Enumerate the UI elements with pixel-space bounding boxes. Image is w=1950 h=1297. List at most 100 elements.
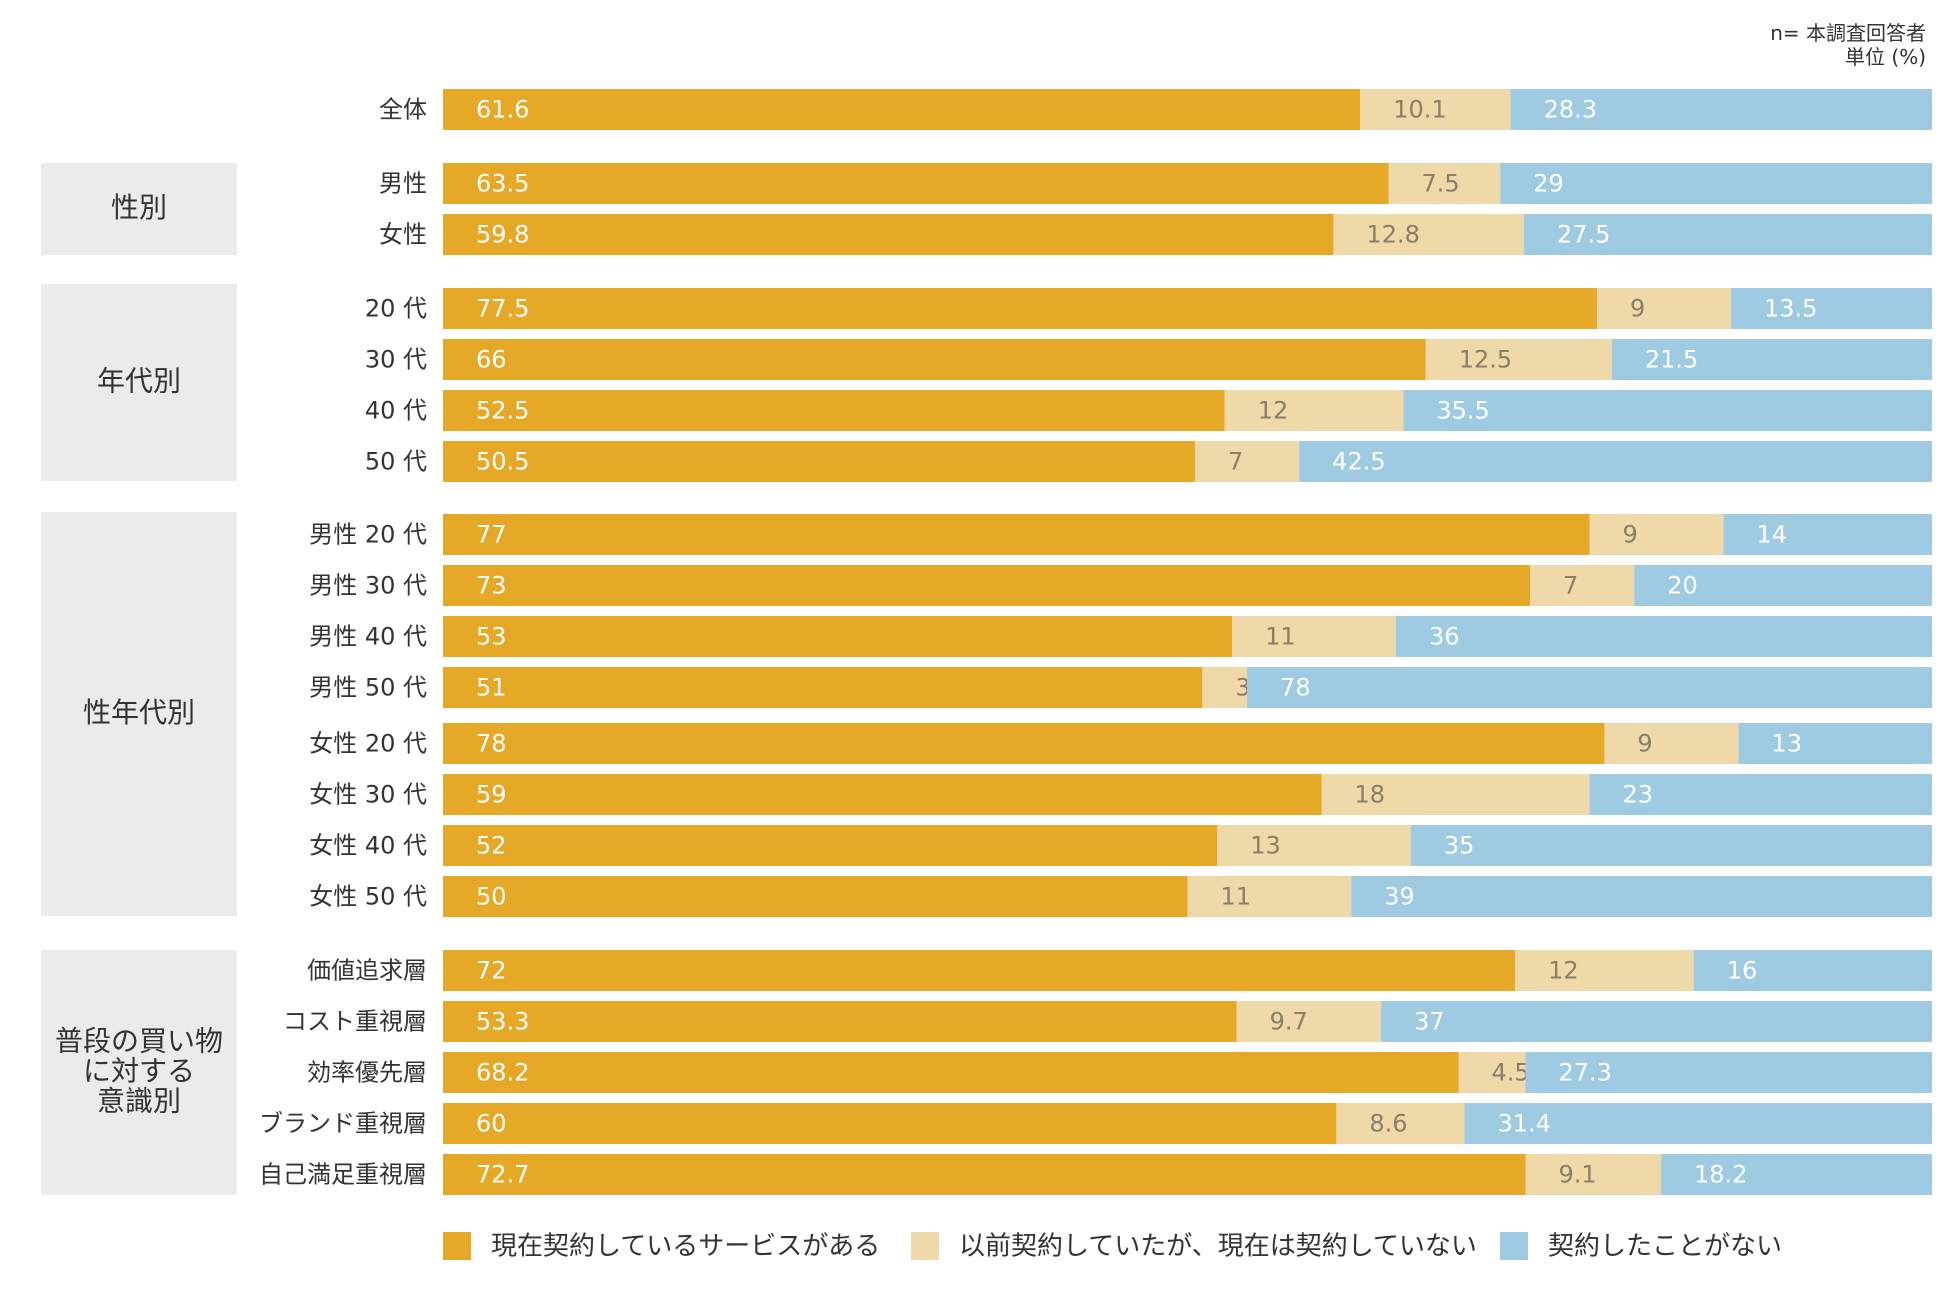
group-label: に対する: [83, 1055, 195, 1088]
group-label: 普段の買い物: [55, 1025, 223, 1058]
group-box: [41, 163, 237, 255]
bar-row: 女性 40 代 52 13 35: [309, 825, 1932, 866]
bar-segment-previous: [1515, 950, 1694, 991]
group-label: 性年代別: [83, 696, 195, 729]
category-label: 女性 20 代: [309, 730, 427, 758]
note-line-unit: 単位 (%): [1845, 45, 1926, 69]
data-label-never: 27.3: [1559, 1059, 1612, 1087]
category-label: 男性: [379, 170, 427, 198]
bar-segment-previous: [1388, 163, 1501, 204]
bar-segment-current: [443, 565, 1530, 606]
group-box: [41, 950, 237, 1195]
data-label-current: 68.2: [476, 1059, 529, 1087]
bar-row: ブランド重視層 60 8.6 31.4: [259, 1103, 1932, 1144]
bar-segment-current: [443, 441, 1195, 482]
data-label-current: 53: [476, 623, 507, 651]
data-label-current: 63.5: [476, 170, 529, 198]
data-label-current: 60: [476, 1110, 507, 1138]
data-label-previous: 12.5: [1459, 346, 1512, 374]
bar-segment-previous: [1194, 441, 1300, 482]
bar-segment-current: [443, 876, 1188, 917]
bar-segment-current: [443, 1154, 1526, 1195]
data-label-previous: 12: [1258, 397, 1289, 425]
category-label: 価値追求層: [307, 957, 427, 985]
category-label: 効率優先層: [307, 1059, 427, 1087]
data-label-never: 18.2: [1694, 1161, 1747, 1189]
bar-row: 30 代 66 12.5 21.5: [365, 339, 1932, 380]
chart-note: n= 本調査回答者 単位 (%): [1770, 21, 1926, 69]
category-label: 男性 40 代: [309, 623, 427, 651]
data-label-current: 66: [476, 346, 507, 374]
data-label-never: 35.5: [1436, 397, 1489, 425]
data-label-current: 59: [476, 781, 507, 809]
bar-segment-previous: [1321, 774, 1590, 815]
data-label-previous: 7.5: [1422, 170, 1460, 198]
data-label-never: 28.3: [1544, 96, 1597, 124]
data-label-current: 52.5: [476, 397, 529, 425]
data-label-never: 78: [1280, 674, 1311, 702]
category-label: 女性 40 代: [309, 832, 427, 860]
data-label-current: 61.6: [476, 96, 529, 124]
bar-segment-previous: [1217, 825, 1411, 866]
bar-segment-previous: [1604, 723, 1739, 764]
category-label: コスト重視層: [283, 1008, 427, 1036]
group-label: 意識別: [97, 1085, 181, 1118]
bar-row: 男性 63.5 7.5 29: [379, 163, 1932, 204]
bar-segment-never: [1500, 163, 1932, 204]
data-label-previous: 9: [1623, 521, 1638, 549]
data-label-current: 77.5: [476, 295, 529, 323]
bar-row: 男性 20 代 77 9 14: [309, 514, 1932, 555]
bar-segment-previous: [1336, 1103, 1465, 1144]
data-label-never: 29: [1533, 170, 1564, 198]
bar-segment-never: [1730, 288, 1932, 329]
bar-segment-current: [443, 89, 1361, 130]
legend-swatch-previous: [911, 1232, 939, 1260]
bar-row: 50 代 50.5 7 42.5: [365, 441, 1932, 482]
data-label-current: 59.8: [476, 221, 529, 249]
bar-row: コスト重視層 53.3 9.7 37: [283, 1001, 1932, 1042]
bar-segment-never: [1510, 89, 1932, 130]
data-label-never: 20: [1667, 572, 1698, 600]
data-label-previous: 8.6: [1369, 1110, 1407, 1138]
bar-segment-previous: [1458, 1052, 1526, 1093]
bar-row: 女性 59.8 12.8 27.5: [379, 214, 1932, 255]
data-label-previous: 12: [1548, 957, 1579, 985]
data-label-previous: 13: [1250, 832, 1281, 860]
bar-segment-previous: [1333, 214, 1525, 255]
data-label-previous: 4.5: [1491, 1059, 1529, 1087]
category-label: 女性: [379, 221, 427, 249]
data-label-never: 23: [1623, 781, 1654, 809]
bar-segment-never: [1525, 1052, 1932, 1093]
data-label-previous: 9: [1637, 730, 1652, 758]
bar-segment-current: [443, 339, 1426, 380]
bar-segment-never: [1693, 950, 1932, 991]
data-label-never: 13: [1771, 730, 1802, 758]
bar-segment-current: [443, 667, 1203, 708]
data-label-previous: 7: [1563, 572, 1578, 600]
data-label-never: 14: [1757, 521, 1788, 549]
bar-segment-current: [443, 1052, 1459, 1093]
data-label-current: 51: [476, 674, 507, 702]
data-label-previous: 7: [1228, 448, 1243, 476]
bar-segment-never: [1403, 390, 1932, 431]
data-label-never: 27.5: [1557, 221, 1610, 249]
category-label: 女性 30 代: [309, 781, 427, 809]
bar-segment-current: [443, 774, 1322, 815]
data-label-never: 16: [1727, 957, 1758, 985]
data-label-never: 39: [1384, 883, 1415, 911]
bar-row: 価値追求層 72 12 16: [307, 950, 1932, 991]
note-line-n: n= 本調査回答者: [1770, 21, 1926, 45]
bar-segment-previous: [1202, 667, 1248, 708]
bar-segment-current: [443, 214, 1334, 255]
legend-swatch-current: [443, 1232, 471, 1260]
data-label-current: 73: [476, 572, 507, 600]
data-label-never: 37: [1414, 1008, 1445, 1036]
data-label-previous: 18: [1355, 781, 1386, 809]
legend-swatch-never: [1500, 1232, 1528, 1260]
data-label-current: 78: [476, 730, 507, 758]
data-label-previous: 11: [1265, 623, 1296, 651]
bar-segment-never: [1247, 667, 1932, 708]
bar-segment-never: [1723, 514, 1932, 555]
category-label: 男性 30 代: [309, 572, 427, 600]
bar-segment-never: [1395, 616, 1932, 657]
